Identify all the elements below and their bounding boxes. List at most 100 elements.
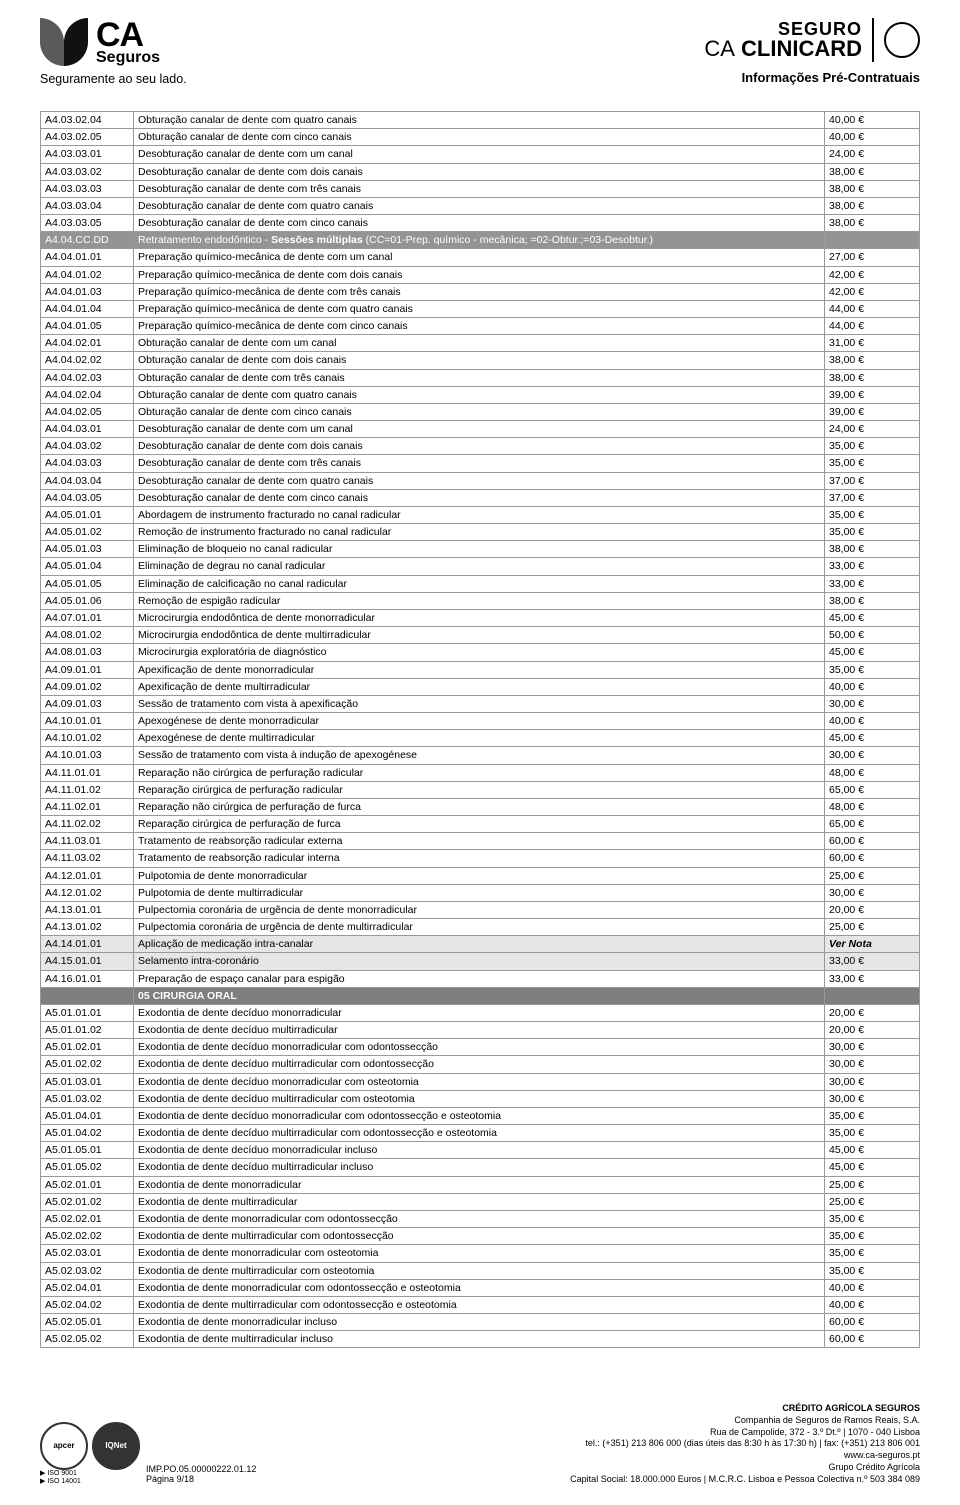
desc-cell: Preparação químico-mecânica de dente com… — [134, 318, 825, 335]
code-cell: A5.02.04.01 — [41, 1279, 134, 1296]
code-cell: A4.05.01.06 — [41, 592, 134, 609]
price-cell: 44,00 € — [825, 318, 920, 335]
table-row: A4.10.01.03Sessão de tratamento com vist… — [41, 747, 920, 764]
code-cell: A4.15.01.01 — [41, 953, 134, 970]
price-cell: 37,00 € — [825, 489, 920, 506]
logo-right-block: SEGURO CA CLINICARD Informações Pré-Cont… — [704, 18, 920, 85]
iqnet-badge-icon: IQNet — [92, 1422, 140, 1470]
price-cell: 35,00 € — [825, 1245, 920, 1262]
price-cell: 48,00 € — [825, 764, 920, 781]
apcer-badge-icon: apcer — [40, 1422, 88, 1470]
price-cell: 38,00 € — [825, 541, 920, 558]
code-cell: A5.01.05.01 — [41, 1142, 134, 1159]
desc-cell: Tratamento de reabsorção radicular exter… — [134, 833, 825, 850]
desc-cell: Obturação canalar de dente com três cana… — [134, 369, 825, 386]
table-row: A4.04.02.05Obturação canalar de dente co… — [41, 403, 920, 420]
table-row: A4.11.03.01Tratamento de reabsorção radi… — [41, 833, 920, 850]
price-cell: 45,00 € — [825, 1142, 920, 1159]
price-cell: 35,00 € — [825, 1125, 920, 1142]
desc-cell: Desobturação canalar de dente com quatro… — [134, 197, 825, 214]
code-cell: A4.13.01.02 — [41, 919, 134, 936]
table-row: A4.04.02.01Obturação canalar de dente co… — [41, 335, 920, 352]
ca-logo-text: CA Seguros — [96, 18, 160, 66]
code-cell: A4.04.03.04 — [41, 472, 134, 489]
price-cell: 38,00 € — [825, 592, 920, 609]
price-cell: 40,00 € — [825, 129, 920, 146]
price-cell: 33,00 € — [825, 953, 920, 970]
desc-cell: Desobturação canalar de dente com três c… — [134, 180, 825, 197]
desc-cell: Pulpotomia de dente multirradicular — [134, 884, 825, 901]
table-row: A5.02.05.02Exodontia de dente multirradi… — [41, 1331, 920, 1348]
desc-cell: Exodontia de dente decíduo multirradicul… — [134, 1090, 825, 1107]
code-cell: A5.02.05.01 — [41, 1314, 134, 1331]
price-cell: 38,00 € — [825, 180, 920, 197]
code-cell: A4.04.03.01 — [41, 421, 134, 438]
desc-cell: Preparação de espaço canalar para espigã… — [134, 970, 825, 987]
code-cell: A4.03.03.05 — [41, 215, 134, 232]
desc-cell: Eliminação de bloqueio no canal radicula… — [134, 541, 825, 558]
code-cell: A5.01.04.02 — [41, 1125, 134, 1142]
code-cell: A4.14.01.01 — [41, 936, 134, 953]
code-cell: A4.07.01.01 — [41, 609, 134, 626]
table-row: A4.04.01.03Preparação químico-mecânica d… — [41, 283, 920, 300]
code-cell: A5.01.04.01 — [41, 1107, 134, 1124]
price-cell: 35,00 € — [825, 1107, 920, 1124]
price-cell: 39,00 € — [825, 403, 920, 420]
price-cell: Ver Nota — [825, 936, 920, 953]
price-cell: 48,00 € — [825, 798, 920, 815]
code-cell: A5.02.01.01 — [41, 1176, 134, 1193]
desc-cell: Exodontia de dente decíduo monorradicula… — [134, 1107, 825, 1124]
table-row: A4.04.01.05Preparação químico-mecânica d… — [41, 318, 920, 335]
code-cell: A5.02.03.01 — [41, 1245, 134, 1262]
code-cell: A4.13.01.01 — [41, 901, 134, 918]
price-cell: 35,00 € — [825, 1262, 920, 1279]
desc-cell: Exodontia de dente decíduo multirradicul… — [134, 1056, 825, 1073]
code-cell: A5.02.02.01 — [41, 1211, 134, 1228]
desc-cell: Desobturação canalar de dente com cinco … — [134, 489, 825, 506]
price-cell: 35,00 € — [825, 661, 920, 678]
table-row: A4.03.03.03Desobturação canalar de dente… — [41, 180, 920, 197]
desc-cell: Exodontia de dente decíduo multirradicul… — [134, 1159, 825, 1176]
code-cell: A4.11.01.01 — [41, 764, 134, 781]
desc-cell: Exodontia de dente monorradicular com od… — [134, 1211, 825, 1228]
code-cell: A4.04.01.02 — [41, 266, 134, 283]
iso-9001: ▶ ISO 9001 — [40, 1470, 140, 1478]
desc-cell: Exodontia de dente decíduo monorradicula… — [134, 1142, 825, 1159]
price-cell — [825, 987, 920, 1004]
table-row: A5.01.05.01Exodontia de dente decíduo mo… — [41, 1142, 920, 1159]
table-row: A5.02.02.02Exodontia de dente multirradi… — [41, 1228, 920, 1245]
ca-seguros-logo: CA Seguros — [40, 18, 187, 66]
desc-cell: Microcirurgia endodôntica de dente multi… — [134, 627, 825, 644]
price-cell: 40,00 € — [825, 1279, 920, 1296]
code-cell: A4.11.03.02 — [41, 850, 134, 867]
desc-cell: Sessão de tratamento com vista à apexifi… — [134, 695, 825, 712]
table-row: A4.03.03.02Desobturação canalar de dente… — [41, 163, 920, 180]
table-row: A5.01.01.02Exodontia de dente decíduo mu… — [41, 1022, 920, 1039]
table-row: A4.05.01.04Eliminação de degrau no canal… — [41, 558, 920, 575]
desc-cell: Exodontia de dente decíduo monorradicula… — [134, 1004, 825, 1021]
price-cell: 65,00 € — [825, 781, 920, 798]
price-cell: 40,00 € — [825, 678, 920, 695]
code-cell: A5.01.03.01 — [41, 1073, 134, 1090]
code-cell: A4.03.03.01 — [41, 146, 134, 163]
desc-cell: Desobturação canalar de dente com três c… — [134, 455, 825, 472]
code-cell: A5.02.02.02 — [41, 1228, 134, 1245]
code-cell: A5.01.01.02 — [41, 1022, 134, 1039]
price-table: A4.03.02.04Obturação canalar de dente co… — [40, 111, 920, 1348]
code-cell: A4.04.02.05 — [41, 403, 134, 420]
brand-ca: CA — [96, 18, 160, 52]
code-cell: A4.03.02.04 — [41, 112, 134, 129]
price-cell: 42,00 € — [825, 266, 920, 283]
table-row: A4.13.01.01Pulpectomia coronária de urgê… — [41, 901, 920, 918]
table-row: A4.04.02.02Obturação canalar de dente co… — [41, 352, 920, 369]
code-cell: A4.12.01.02 — [41, 884, 134, 901]
code-cell: A4.04.03.05 — [41, 489, 134, 506]
table-row: A4.15.01.01Selamento intra-coronário33,0… — [41, 953, 920, 970]
company-group: Grupo Crédito Agrícola — [570, 1462, 920, 1474]
desc-cell: Obturação canalar de dente com quatro ca… — [134, 112, 825, 129]
desc-cell: Pulpectomia coronária de urgência de den… — [134, 901, 825, 918]
table-row: A4.07.01.01Microcirurgia endodôntica de … — [41, 609, 920, 626]
table-row: A4.04.02.04Obturação canalar de dente co… — [41, 386, 920, 403]
code-cell: A4.10.01.02 — [41, 730, 134, 747]
desc-cell: Preparação químico-mecânica de dente com… — [134, 266, 825, 283]
